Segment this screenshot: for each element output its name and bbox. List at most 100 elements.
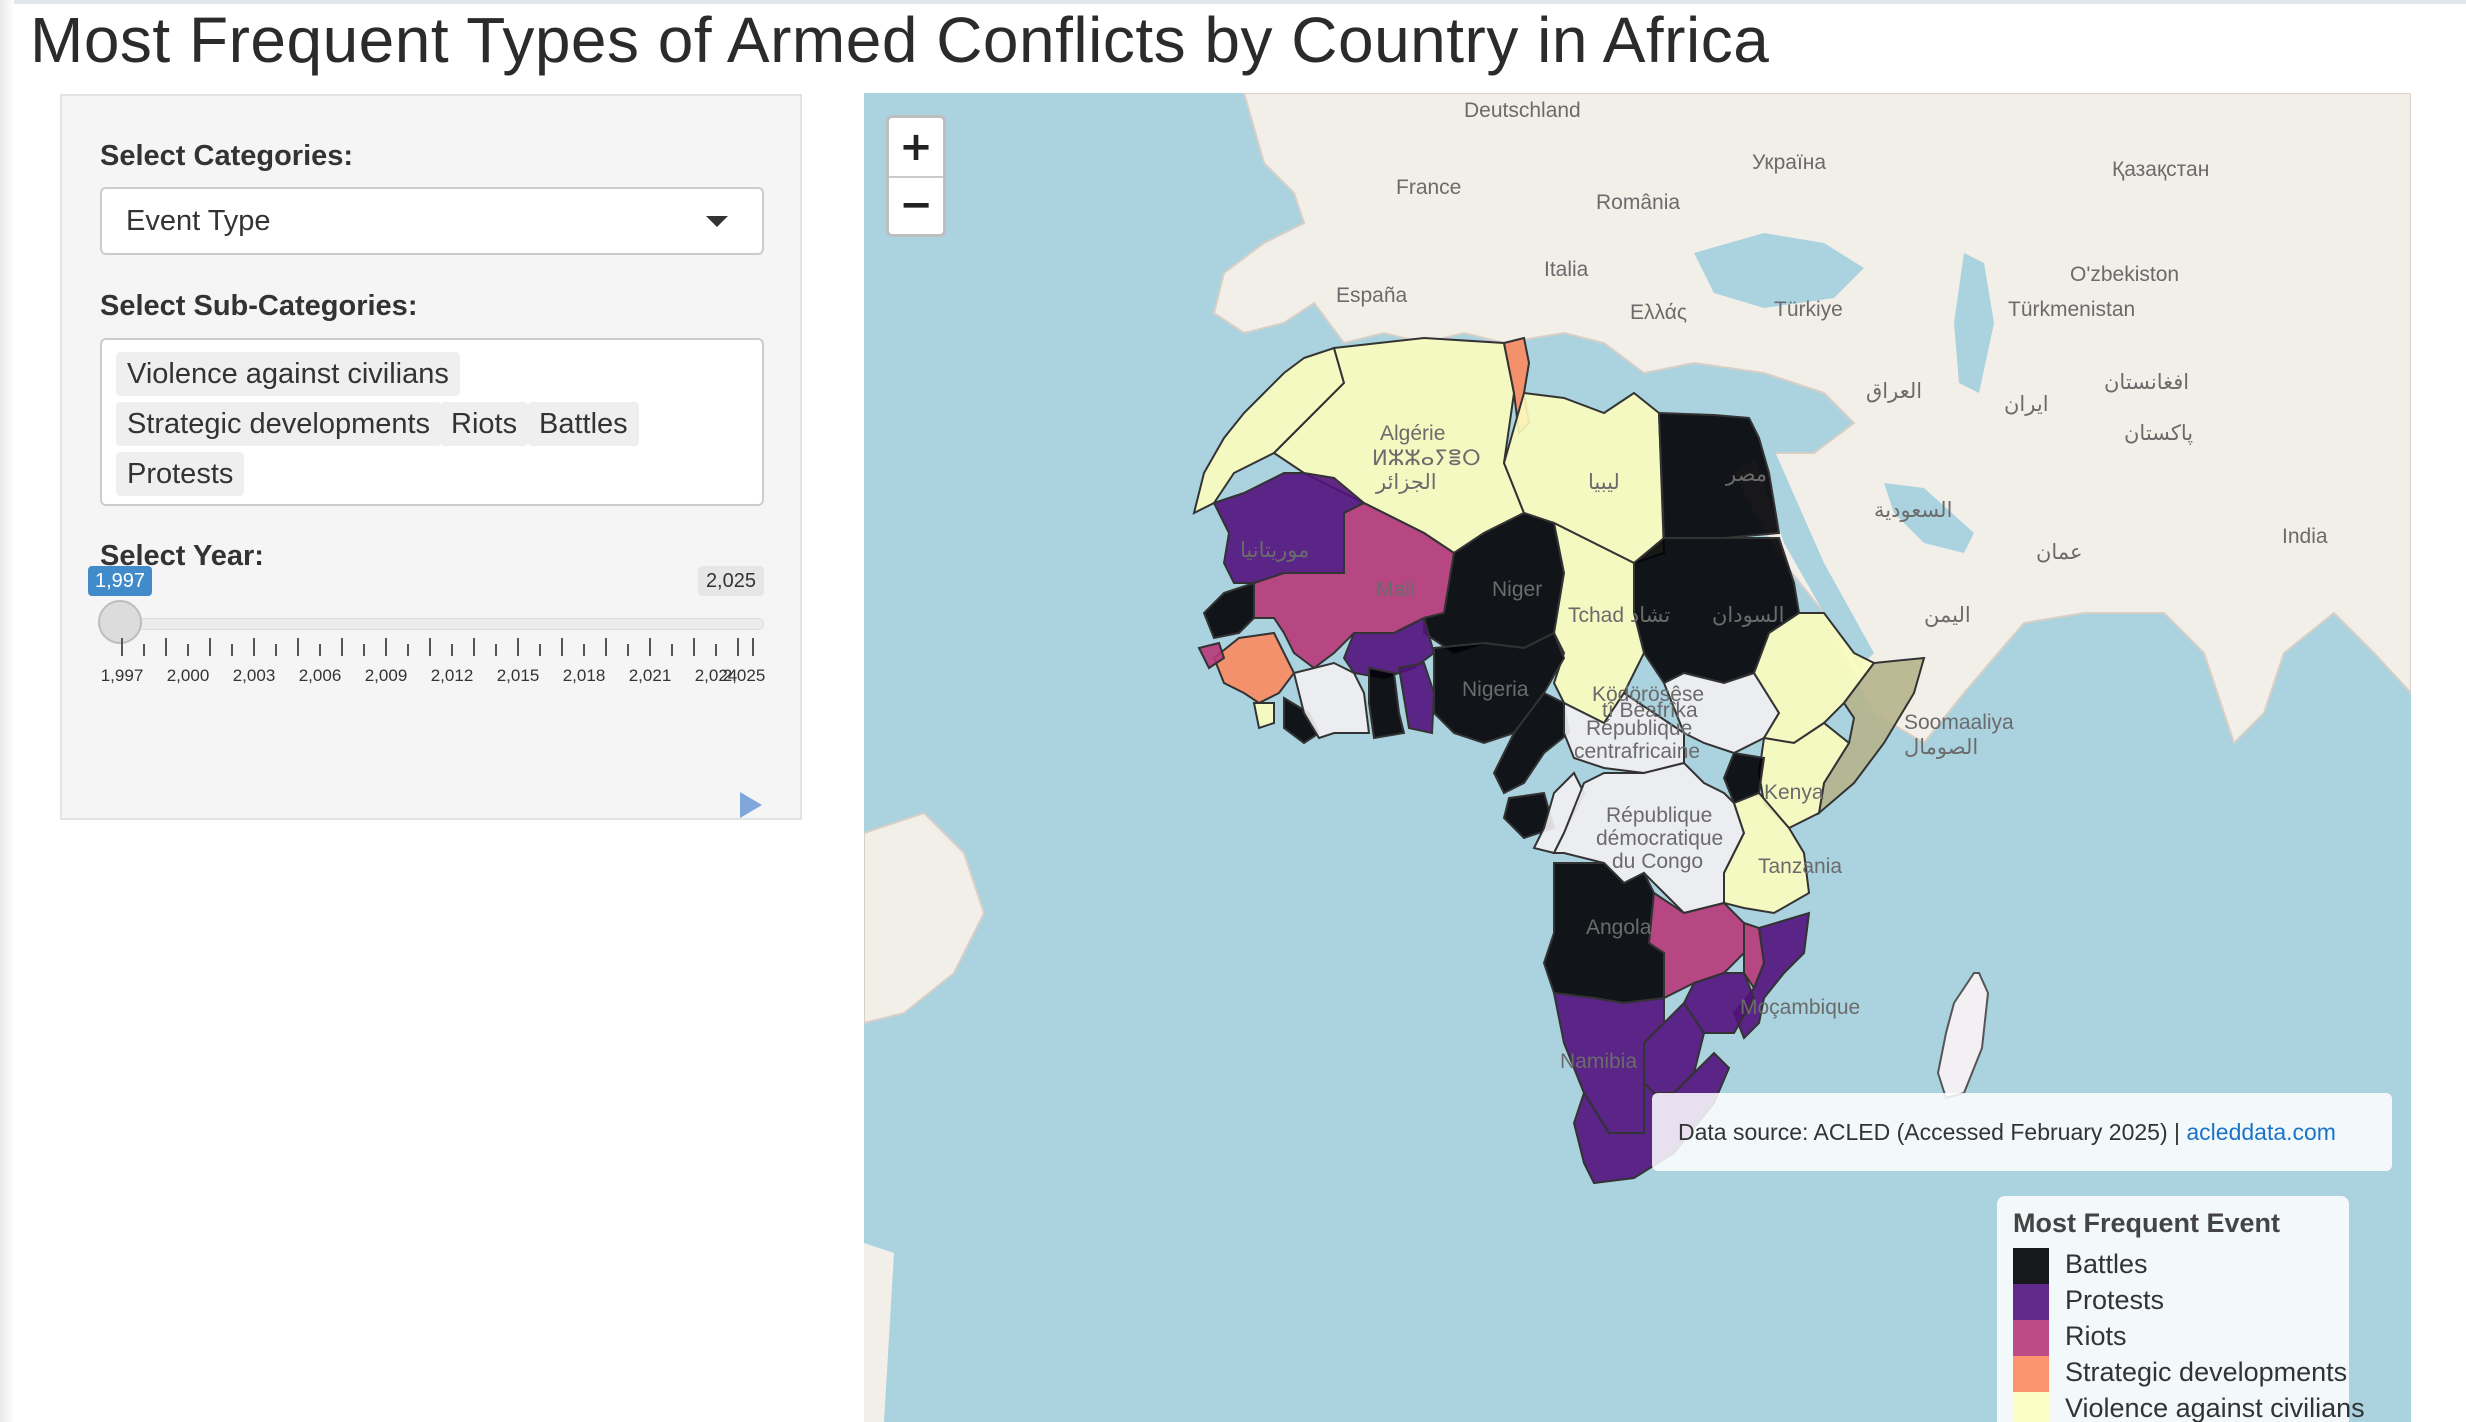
- place-label: الجزائر: [1376, 470, 1437, 494]
- country-senegal: [1202, 581, 1255, 640]
- slider-track[interactable]: [122, 618, 764, 630]
- place-label: démocratique: [1596, 827, 1724, 850]
- legend-item: Protests: [2013, 1283, 2333, 1320]
- place-label: du Congo: [1612, 850, 1704, 873]
- caspian-sea: [1954, 253, 1994, 393]
- madagascar: [1936, 972, 1990, 1100]
- tick-label: 2,003: [232, 666, 276, 685]
- attribution-text: Data source: ACLED (Accessed February 20…: [1678, 1119, 2187, 1145]
- subcategory-multiselect[interactable]: Violence against civilians Strategic dev…: [100, 338, 764, 506]
- legend-label: Protests: [2065, 1285, 2165, 1315]
- place-label: Türkmenistan: [2008, 298, 2136, 321]
- place-label: Mali: [1376, 578, 1415, 601]
- zoom-out-button[interactable]: −: [899, 182, 933, 228]
- country-gabon: [1502, 791, 1556, 840]
- legend-label: Violence against civilians: [2065, 1393, 2365, 1422]
- tick-label: 2,006: [298, 666, 342, 685]
- window-edge-shadow: [0, 0, 14, 1422]
- place-label: Tchad تشاد: [1568, 604, 1671, 627]
- place-label: Türkiye: [1774, 298, 1843, 321]
- legend-label: Strategic developments: [2065, 1357, 2348, 1387]
- place-label: Ελλάς: [1630, 301, 1687, 324]
- place-label: پاکستان: [2124, 421, 2194, 445]
- chevron-down-icon: [706, 216, 728, 227]
- place-label: Niger: [1492, 578, 1543, 601]
- place-label: Қазақстан: [2112, 158, 2210, 181]
- place-label: Algérie: [1380, 422, 1446, 445]
- legend-item: Battles: [2013, 1247, 2333, 1284]
- year-selected-badge: 1,997: [88, 566, 153, 596]
- page-title: Most Frequent Types of Armed Conflicts b…: [30, 4, 1770, 76]
- place-label: الصومال: [1904, 735, 1979, 759]
- country-sierra-leone: [1252, 702, 1275, 730]
- subcategory-chip[interactable]: Riots: [440, 402, 529, 446]
- place-label: Angola: [1586, 916, 1652, 939]
- land-greenland-edge: [864, 1243, 894, 1422]
- country-mozambique: [1732, 911, 1811, 1040]
- legend-title: Most Frequent Event: [2013, 1208, 2281, 1238]
- tick-label: 2,018: [562, 666, 606, 685]
- country-togo-benin: [1397, 661, 1436, 735]
- land-south-america: [864, 811, 986, 1025]
- subcategory-chip[interactable]: Protests: [116, 452, 245, 496]
- category-select[interactable]: Event Type: [100, 187, 764, 255]
- category-select-value: Event Type: [126, 205, 271, 237]
- map-attribution: Data source: ACLED (Accessed February 20…: [1652, 1093, 2392, 1171]
- legend-swatch-violence: [2013, 1392, 2049, 1422]
- legend-item: Riots: [2013, 1319, 2333, 1356]
- place-label: France: [1396, 176, 1462, 199]
- subcategory-label: Select Sub-Categories:: [100, 290, 418, 322]
- legend-item: Violence against civilians: [2013, 1391, 2365, 1422]
- tick-label: 2,009: [364, 666, 408, 685]
- slider-handle[interactable]: [98, 600, 142, 644]
- country-ghana: [1368, 666, 1406, 740]
- place-label: Deutschland: [1464, 99, 1581, 122]
- choropleth-map[interactable]: + − Deutschland Україна France România Қ…: [864, 93, 2411, 1422]
- legend-swatch-strategic: [2013, 1356, 2049, 1392]
- subcategory-chip[interactable]: Violence against civilians: [116, 352, 460, 396]
- place-label: السعودية: [1874, 498, 1953, 522]
- zoom-control: + −: [886, 115, 946, 237]
- slider-ticks: [121, 638, 754, 656]
- country-tanzania: [1723, 791, 1811, 915]
- place-label: O'zbekiston: [2070, 263, 2180, 286]
- top-border: [0, 0, 2466, 4]
- year-slider[interactable]: 1,997 2,025: [88, 566, 766, 818]
- place-label: España: [1336, 284, 1408, 307]
- country-cote-divoire: [1292, 661, 1371, 740]
- year-max-badge: 2,025: [697, 566, 764, 596]
- tick-label: 2,021: [628, 666, 672, 685]
- legend-label: Battles: [2065, 1249, 2148, 1279]
- legend-swatch-battles: [2013, 1248, 2049, 1284]
- place-label: tî Bêafrîka: [1602, 699, 1698, 722]
- country-mauritania: [1212, 472, 1366, 584]
- acled-link[interactable]: acleddata.com: [2186, 1119, 2336, 1145]
- black-sea: [1694, 233, 1864, 308]
- place-label: Tanzania: [1758, 855, 1843, 878]
- country-guinea: [1212, 631, 1296, 705]
- place-label: Україна: [1752, 151, 1827, 174]
- tick-label: 2,000: [166, 666, 210, 685]
- subcategory-chip[interactable]: Strategic developments: [116, 402, 442, 446]
- country-cameroon: [1492, 691, 1571, 795]
- place-label: موريتانيا: [1240, 538, 1310, 562]
- place-label: Kenya: [1764, 781, 1824, 804]
- zoom-in-button[interactable]: +: [889, 118, 943, 178]
- place-label: Soomaaliya: [1904, 711, 2014, 734]
- place-label: Italia: [1544, 258, 1589, 281]
- place-label: Namibia: [1560, 1050, 1638, 1073]
- country-south-africa: [1572, 1051, 1731, 1185]
- place-label: ليبيا: [1588, 470, 1620, 494]
- subcategory-chip[interactable]: Battles: [528, 402, 639, 446]
- play-animation-button[interactable]: [740, 792, 762, 818]
- place-label: République: [1606, 804, 1713, 827]
- tick-label: 2,024: [694, 666, 738, 685]
- place-label: ایران: [2004, 392, 2049, 416]
- place-label: ⵍⵣⵣⴰⵢⴻⵔ: [1372, 447, 1481, 470]
- tick-label: 2,025: [722, 666, 766, 685]
- basemap: [864, 93, 2411, 1422]
- place-label: عمان: [2036, 540, 2083, 564]
- place-label: السودان: [1712, 603, 1785, 627]
- legend-swatch-protests: [2013, 1284, 2049, 1320]
- land-eurasia: [1212, 93, 2411, 745]
